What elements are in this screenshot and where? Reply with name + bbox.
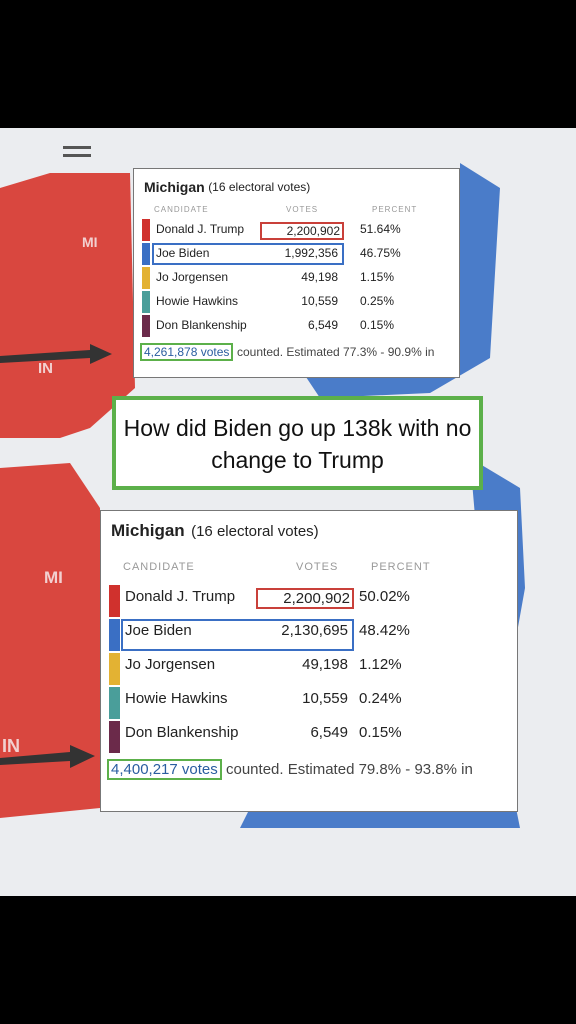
percent: 0.24% [359, 690, 402, 707]
candidate-name: Don Blankenship [156, 318, 247, 332]
candidate-row: Joe Biden 1,992,356 46.75% [142, 243, 419, 265]
party-color [142, 315, 151, 337]
map-label: IN [2, 736, 20, 756]
percent: 1.15% [360, 270, 395, 284]
candidate-name: Joe Biden [156, 246, 210, 260]
panel-subtitle: (16 electoral votes) [191, 522, 319, 540]
candidate-name: Joe Biden [125, 622, 192, 639]
candidate-name: Don Blankenship [125, 724, 239, 741]
candidate-row: Jo Jorgensen 49,198 1.12% [109, 653, 477, 685]
panel-title: Michigan [111, 521, 185, 540]
menu-icon[interactable] [63, 146, 91, 149]
menu-icon[interactable] [63, 154, 91, 157]
map-label: IN [38, 360, 53, 377]
arrow [0, 745, 95, 768]
percent: 0.25% [360, 294, 395, 308]
party-color [109, 653, 120, 685]
candidate-name: Donald J. Trump [125, 588, 236, 605]
results-panel: Michigan (16 electoral votes) CANDIDATE VOT… [100, 510, 518, 812]
party-color [109, 721, 120, 753]
vote-count: 2,200,902 [260, 222, 344, 240]
column-header: PERCENT [372, 205, 418, 214]
column-header: PERCENT [371, 561, 431, 573]
vote-count: 2,130,695 [281, 622, 348, 639]
candidate-row: Donald J. Trump 2,200,902 50.02% [109, 585, 477, 617]
footer-text: counted. Estimated 79.8% - 93.8% in [226, 761, 473, 778]
column-header: CANDIDATE [154, 205, 209, 214]
map-red [0, 463, 100, 818]
party-color [109, 687, 120, 719]
footer-votes: 4,261,878 votes [140, 343, 234, 361]
percent: 50.02% [359, 588, 410, 605]
map-label: MI [44, 568, 63, 587]
candidate-name: Howie Hawkins [125, 690, 228, 707]
vote-count: 1,992,356 [284, 246, 338, 260]
column-header: CANDIDATE [123, 561, 195, 573]
footer-text: counted. Estimated 77.3% - 90.9% in [237, 345, 435, 359]
party-color [142, 219, 151, 241]
party-color [109, 619, 120, 651]
percent: 51.64% [360, 222, 401, 236]
party-color [142, 243, 151, 265]
highlight-box [152, 243, 344, 265]
candidate-row: Donald J. Trump 2,200,902 51.64% [142, 219, 419, 241]
candidate-name: Donald J. Trump [156, 222, 245, 236]
caption: How did Biden go up 138k with no change … [112, 396, 483, 490]
percent: 46.75% [360, 246, 401, 260]
candidate-row: Don Blankenship 6,549 0.15% [142, 315, 419, 337]
candidate-name: Howie Hawkins [156, 294, 239, 308]
percent: 0.15% [360, 318, 395, 332]
candidate-row: Joe Biden 2,130,695 48.42% [109, 619, 477, 651]
vote-count: 10,559 [302, 690, 348, 707]
results-panel: Michigan (16 electoral votes) CANDIDATE VOT… [133, 168, 460, 378]
candidate-name: Jo Jorgensen [156, 270, 229, 284]
percent: 48.42% [359, 622, 410, 639]
map-blue [240, 458, 525, 828]
column-header: VOTES [296, 561, 339, 573]
percent: 0.15% [359, 724, 402, 741]
candidate-row: Howie Hawkins 10,559 0.25% [142, 291, 419, 313]
party-color [142, 291, 151, 313]
panel-title: Michigan [144, 179, 205, 195]
percent: 1.12% [359, 656, 402, 673]
panel-subtitle: (16 electoral votes) [208, 180, 311, 195]
footer-votes: 4,400,217 votes [107, 759, 222, 780]
candidate-row: Jo Jorgensen 49,198 1.15% [142, 267, 419, 289]
party-color [142, 267, 151, 289]
candidate-row: Don Blankenship 6,549 0.15% [109, 721, 477, 753]
vote-count: 2,200,902 [256, 588, 354, 609]
vote-count: 49,198 [301, 270, 338, 284]
vote-count: 6,549 [307, 318, 338, 332]
party-color [109, 585, 120, 617]
column-header: VOTES [286, 205, 319, 214]
arrow [0, 344, 112, 364]
candidate-name: Jo Jorgensen [125, 656, 216, 673]
vote-count: 6,549 [310, 724, 348, 741]
highlight-box [121, 619, 354, 651]
candidate-row: Howie Hawkins 10,559 0.24% [109, 687, 477, 719]
map-red [0, 173, 135, 438]
vote-count: 49,198 [302, 656, 348, 673]
vote-count: 10,559 [301, 294, 338, 308]
map-label: MI [82, 234, 98, 250]
